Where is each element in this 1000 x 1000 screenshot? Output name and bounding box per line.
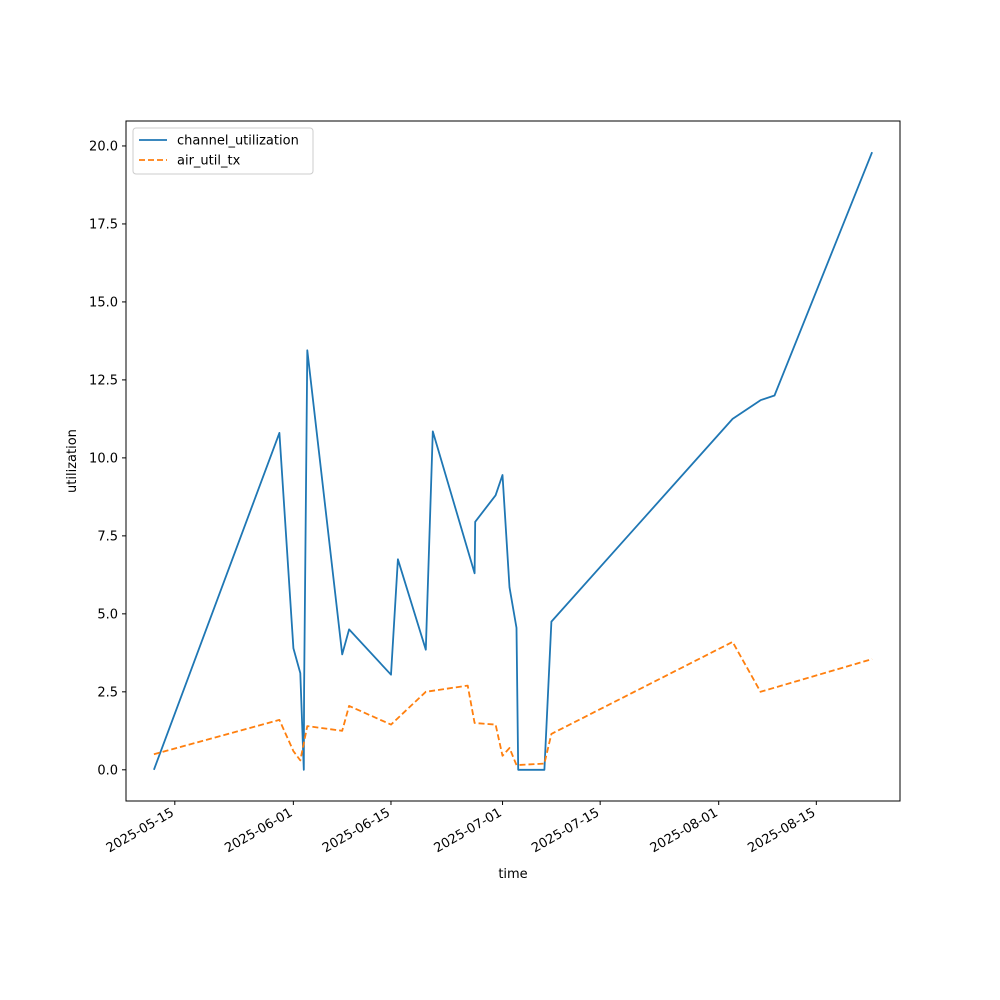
legend-box xyxy=(132,127,314,175)
y-tick-label: 5.0 xyxy=(97,607,118,622)
x-axis-label: time xyxy=(498,867,527,882)
series-line-channel-utilization xyxy=(153,151,873,771)
series-line-air-util-tx xyxy=(153,641,873,766)
legend-label-air-util-tx: air_util_tx xyxy=(177,154,241,169)
y-tick-label: 0.0 xyxy=(97,763,118,778)
y-tick-label: 2.5 xyxy=(97,685,118,700)
plot-area xyxy=(126,121,900,801)
y-axis-label: utilization xyxy=(65,429,80,493)
y-tick-label: 10.0 xyxy=(89,451,118,466)
y-tick-label: 17.5 xyxy=(89,217,118,232)
plot-background xyxy=(126,121,900,801)
y-tick-label: 15.0 xyxy=(89,295,118,310)
y-tick-label: 7.5 xyxy=(97,529,118,544)
series-layer xyxy=(153,151,873,771)
y-tick-label: 20.0 xyxy=(89,139,118,154)
legend: channel_utilization air_util_tx xyxy=(132,127,314,175)
y-tick-label: 12.5 xyxy=(89,373,118,388)
axes-frame xyxy=(125,120,901,802)
legend-label-channel-utilization: channel_utilization xyxy=(177,134,299,149)
